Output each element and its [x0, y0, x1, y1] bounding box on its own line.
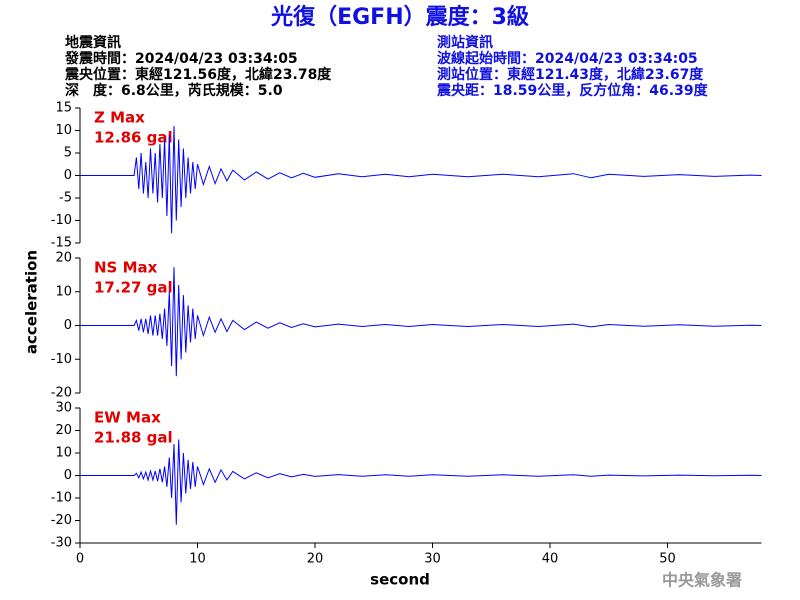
waveform: [80, 267, 762, 377]
y-tick-label: 0: [64, 168, 72, 183]
x-tick-label: 40: [542, 552, 559, 567]
info-right: 測站位置：東經121.43度，北緯23.67度: [437, 66, 704, 83]
y-tick-label: -10: [51, 352, 72, 367]
max-annotation: 21.88 gal: [94, 429, 173, 447]
max-annotation: 17.27 gal: [94, 279, 173, 297]
x-tick-label: 50: [659, 552, 676, 567]
info-left: 深 度：6.8公里，芮氏規模：5.0: [65, 82, 283, 99]
y-tick-label: 30: [55, 401, 72, 416]
y-tick-label: 10: [55, 284, 72, 299]
max-annotation: EW Max: [94, 409, 161, 427]
info-left: 震央位置：東經121.56度，北緯23.78度: [64, 66, 332, 83]
y-tick-label: -20: [51, 513, 72, 528]
x-axis-label: second: [370, 571, 430, 589]
y-tick-label: 15: [55, 101, 72, 116]
max-annotation: 12.86 gal: [94, 129, 173, 147]
max-annotation: Z Max: [94, 109, 145, 127]
y-tick-label: -10: [51, 213, 72, 228]
y-tick-label: -30: [51, 536, 72, 551]
y-tick-label: -10: [51, 491, 72, 506]
x-tick-label: 20: [307, 552, 324, 567]
y-tick-label: 20: [55, 251, 72, 266]
x-tick-label: 10: [189, 552, 206, 567]
info-right: 波線起始時間：2024/04/23 03:34:05: [437, 50, 698, 67]
info-left: 發震時間：2024/04/23 03:34:05: [64, 50, 298, 67]
info-right: 測站資訊: [437, 34, 493, 51]
y-tick-label: 10: [55, 123, 72, 138]
waveform: [80, 125, 762, 234]
y-tick-label: -20: [51, 386, 72, 401]
y-tick-label: 0: [64, 468, 72, 483]
y-tick-label: 5: [64, 146, 72, 161]
max-annotation: NS Max: [94, 259, 158, 277]
x-tick-label: 30: [424, 552, 441, 567]
x-tick-label: 0: [76, 552, 84, 567]
y-tick-label: 0: [64, 318, 72, 333]
y-tick-label: -5: [59, 191, 72, 206]
y-tick-label: 20: [55, 423, 72, 438]
y-tick-label: -15: [51, 236, 72, 251]
info-left: 地震資訊: [65, 34, 121, 51]
y-axis-label: acceleration: [23, 250, 41, 354]
y-tick-label: 10: [55, 446, 72, 461]
chart-title: 光復（EGFH）震度：3級: [270, 4, 529, 30]
waveform: [80, 439, 762, 525]
footer: 中央氣象署: [662, 571, 742, 590]
info-right: 震央距：18.59公里，反方位角：46.39度: [436, 82, 709, 99]
